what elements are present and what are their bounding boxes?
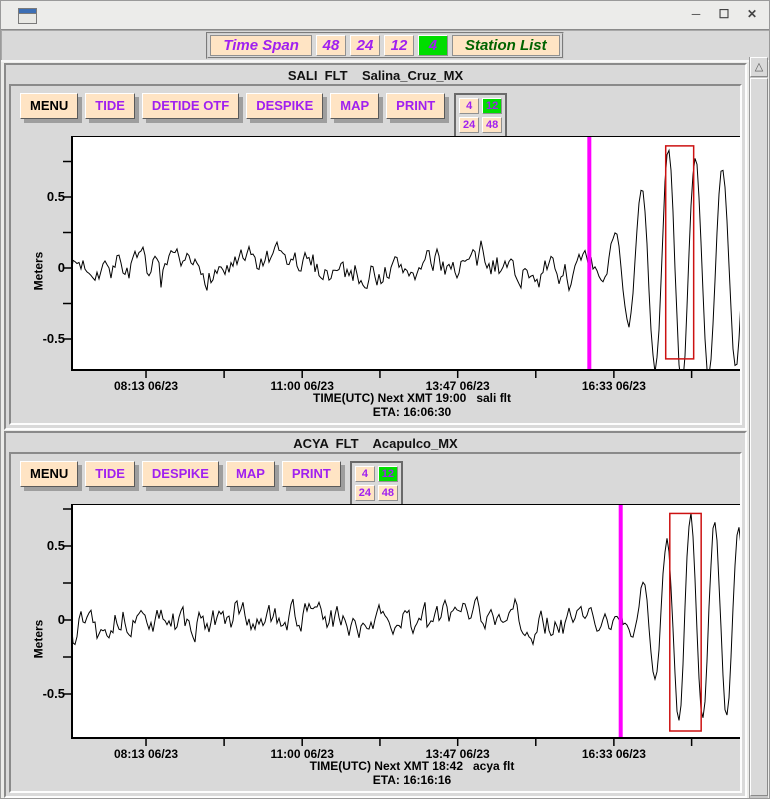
station-list-button[interactable]: Station List: [451, 34, 560, 56]
station-frame-sali: MENU TIDE DETIDE OTF DESPIKE MAP PRINT 4 12 24 48…: [9, 84, 742, 425]
x-tick-label: 08:13 06/23: [113, 747, 179, 761]
x-tick-label: 11:00 06/23: [270, 379, 334, 393]
close-button[interactable]: ✕: [746, 7, 758, 21]
title-bar[interactable]: ─ ☐ ✕: [1, 1, 769, 29]
span-button-12[interactable]: 12: [482, 98, 503, 114]
plot-sali[interactable]: Meters TIME(UTC) Next XMT 19:00 sali flt…: [11, 133, 740, 423]
plot-acya[interactable]: Meters TIME(UTC) Next XMT 18:42 acya flt…: [11, 501, 740, 791]
span-button-4[interactable]: 4: [459, 98, 480, 114]
toolbar-button-despike[interactable]: DESPIKE: [246, 93, 324, 119]
x-tick-label: 13:47 06/23: [425, 747, 490, 761]
scrollbar-thumb[interactable]: [750, 78, 768, 796]
x-tick-label: 11:00 06/23: [270, 747, 334, 761]
waveform-chart[interactable]: [11, 133, 742, 389]
toolbar-button-menu[interactable]: MENU: [20, 93, 79, 119]
vertical-scrollbar[interactable]: △: [749, 57, 768, 798]
station-title-sali: SALI FLT Salina_Cruz_MX: [287, 68, 464, 83]
time-span-button-4[interactable]: 4: [417, 34, 448, 56]
x-axis-title: TIME(UTC) Next XMT 19:00 sali flt: [312, 391, 512, 405]
x-axis-title: TIME(UTC) Next XMT 18:42 acya flt: [309, 759, 515, 773]
span-selector-grid: 4 12 24 48: [349, 461, 403, 506]
time-span-bar: Time Span 48 24 12 4 Station List: [1, 29, 769, 62]
toolbar-button-tide[interactable]: TIDE: [85, 461, 135, 487]
time-span-label: Time Span: [210, 34, 312, 56]
toolbar-acya: MENU TIDE DESPIKE MAP PRINT 4 12 24 48: [11, 454, 740, 506]
station-panel-acya: ACYA FLT Acapulco_MX MENU TIDE DESPIKE MAP P…: [4, 431, 747, 798]
x-tick-label: 16:33 06/23: [581, 747, 646, 761]
span-button-24[interactable]: 24: [354, 485, 375, 501]
span-selector-grid: 4 12 24 48: [454, 93, 508, 138]
time-span-button-12[interactable]: 12: [383, 34, 414, 56]
span-button-24[interactable]: 24: [459, 117, 480, 133]
station-panel-sali: SALI FLT Salina_Cruz_MX MENU TIDE DETIDE O…: [4, 63, 747, 430]
waveform-chart[interactable]: [11, 501, 742, 757]
y-tick-label: 0: [57, 612, 65, 627]
span-button-48[interactable]: 48: [377, 485, 398, 501]
toolbar-button-menu[interactable]: MENU: [20, 461, 79, 487]
eta-label: ETA: 16:06:30: [372, 405, 452, 419]
time-span-button-24[interactable]: 24: [349, 34, 380, 56]
y-tick-label: -0.5: [42, 686, 65, 701]
y-tick-label: -0.5: [42, 331, 65, 346]
minimize-button[interactable]: ─: [691, 7, 701, 21]
time-span-button-48[interactable]: 48: [315, 34, 346, 56]
toolbar-button-despike[interactable]: DESPIKE: [141, 461, 219, 487]
y-tick-label: 0.5: [46, 189, 65, 204]
toolbar-sali: MENU TIDE DETIDE OTF DESPIKE MAP PRINT 4 12 24 48: [11, 86, 740, 138]
toolbar-button-print[interactable]: PRINT: [281, 461, 341, 487]
x-tick-label: 13:47 06/23: [425, 379, 490, 393]
time-span-group: Time Span 48 24 12 4 Station List: [206, 31, 564, 59]
y-tick-label: 0: [57, 260, 65, 275]
app-window-icon: [18, 8, 37, 24]
toolbar-button-detide-otf[interactable]: DETIDE OTF: [141, 93, 240, 119]
toolbar-button-map[interactable]: MAP: [225, 461, 275, 487]
y-tick-label: 0.5: [46, 538, 65, 553]
maximize-button[interactable]: ☐: [718, 7, 730, 21]
station-title-acya: ACYA FLT Acapulco_MX: [293, 436, 458, 451]
station-frame-acya: MENU TIDE DESPIKE MAP PRINT 4 12 24 48 Meters TI…: [9, 452, 742, 793]
span-button-4[interactable]: 4: [354, 466, 375, 482]
span-button-48[interactable]: 48: [482, 117, 503, 133]
toolbar-button-print[interactable]: PRINT: [386, 93, 446, 119]
x-tick-label: 08:13 06/23: [113, 379, 179, 393]
eta-label: ETA: 16:16:16: [372, 773, 452, 787]
toolbar-button-map[interactable]: MAP: [330, 93, 380, 119]
span-button-12[interactable]: 12: [377, 466, 398, 482]
x-tick-label: 16:33 06/23: [581, 379, 646, 393]
scroll-up-icon[interactable]: △: [750, 57, 768, 77]
toolbar-button-tide[interactable]: TIDE: [85, 93, 135, 119]
